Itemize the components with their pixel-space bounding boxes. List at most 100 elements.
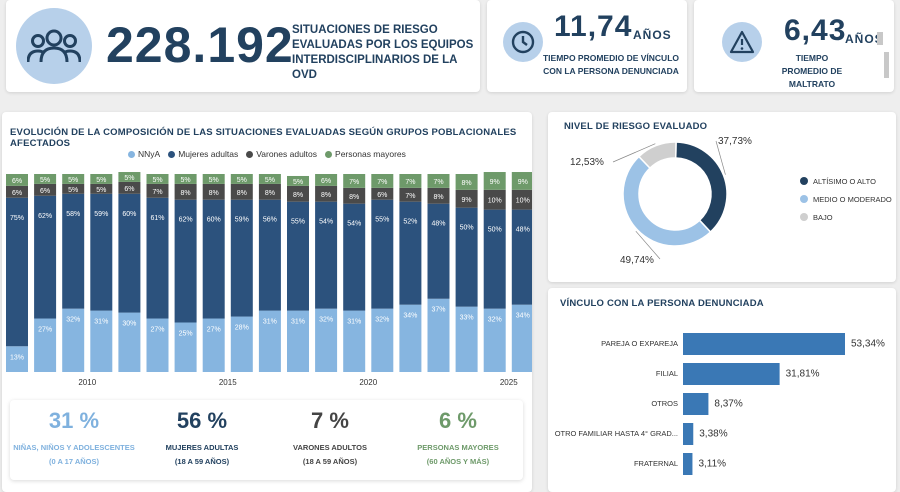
bar-data-label: 5% <box>96 177 106 184</box>
bar-data-label: 7% <box>405 193 415 200</box>
bar-data-label: 30% <box>122 321 136 328</box>
bar-data-label: 60% <box>122 211 136 218</box>
bar-segment <box>511 304 532 372</box>
bar-segment <box>427 187 450 204</box>
bar-data-label: 62% <box>179 217 193 224</box>
donut-slice <box>622 155 712 247</box>
vinculo-bar <box>683 393 709 415</box>
bar-segment <box>34 318 57 372</box>
bar-segment <box>174 174 197 184</box>
bar-data-label: 8% <box>433 194 443 201</box>
bar-data-label: 48% <box>431 221 445 228</box>
bar-segment <box>90 183 113 194</box>
bar-data-label: 7% <box>405 179 415 186</box>
legend-item-nnya: NNyA <box>128 149 160 159</box>
bar-data-label: 5% <box>68 187 78 194</box>
risk-title: NIVEL DE RIESGO EVALUADO <box>564 121 708 132</box>
bar-segment <box>258 199 281 311</box>
bar-data-label: 25% <box>179 331 193 338</box>
bar-segment <box>511 189 532 210</box>
legend-swatch <box>128 150 135 158</box>
bar-segment <box>258 174 281 184</box>
bar-segment <box>118 172 141 182</box>
bar-data-label: 5% <box>209 177 219 184</box>
bar-segment <box>230 199 253 317</box>
donut-leader-line <box>715 140 726 175</box>
bar-data-label: 59% <box>235 217 249 224</box>
bar-data-label: 32% <box>375 317 389 324</box>
bar-data-label: 31% <box>263 319 277 326</box>
summary-mujeres-sub: (18 A 59 AÑOS) <box>174 457 230 466</box>
bar-data-label: 6% <box>40 188 50 195</box>
bar-data-label: 61% <box>150 215 164 222</box>
bar-data-label: 32% <box>66 317 80 324</box>
bar-data-label: 8% <box>181 190 191 197</box>
bar-segment <box>455 189 478 208</box>
legend-item-varones: Varones adultos <box>246 149 317 159</box>
bar-data-label: 5% <box>181 177 191 184</box>
bar-data-label: 5% <box>293 179 303 186</box>
bar-segment <box>287 185 309 202</box>
summary-strip: 31 % NIÑAS, NIÑOS Y ADOLESCENTES (0 A 17… <box>10 400 523 480</box>
bar-segment <box>315 201 338 309</box>
bar-data-label: 27% <box>38 327 52 334</box>
bar-segment <box>34 174 57 184</box>
bar-data-label: 31% <box>291 319 305 326</box>
bar-data-label: 58% <box>66 211 80 218</box>
bar-data-label: 9% <box>490 179 500 186</box>
bar-segment <box>6 197 28 347</box>
kpi-situaciones-card: 228.192 SITUACIONES DE RIESGO EVALUADAS … <box>6 0 480 92</box>
summary-mujeres: 56 % MUJERES ADULTAS (18 A 59 AÑOS) <box>138 408 266 468</box>
bar-data-label: 48% <box>516 227 530 234</box>
category-label: OTRO FAMILIAR HASTA 4° GRAD... <box>555 429 678 438</box>
bar-data-label: 8% <box>349 194 359 201</box>
bar-value-label: 8,37% <box>714 399 742 410</box>
bar-data-label: 9% <box>518 179 528 186</box>
bar-segment <box>230 174 253 184</box>
summary-mayores-sub: (60 AÑOS Y MÁS) <box>426 457 490 466</box>
legend-label: BAJO <box>813 213 833 222</box>
bar-data-label: 5% <box>265 177 275 184</box>
kpi-situaciones-desc: SITUACIONES DE RIESGO EVALUADAS POR LOS … <box>292 24 474 81</box>
bar-data-label: 27% <box>207 327 221 334</box>
bar-segment <box>427 203 450 299</box>
scroll-indicator-2 <box>884 52 889 78</box>
bar-data-label: 5% <box>237 177 247 184</box>
bar-data-label: 32% <box>488 317 502 324</box>
bar-segment <box>315 308 338 372</box>
bar-segment <box>146 174 169 184</box>
vinculo-bar <box>683 363 780 385</box>
x-tick-label: 2010 <box>78 378 96 387</box>
category-label: FRATERNAL <box>634 459 678 468</box>
bar-data-label: 31% <box>347 319 361 326</box>
kpi-vinculo-unit: AÑOS <box>633 28 672 42</box>
bar-value-label: 3,11% <box>698 459 726 470</box>
bar-segment <box>483 172 506 190</box>
bar-data-label: 6% <box>12 178 22 185</box>
x-tick-label: 2015 <box>219 378 237 387</box>
summary-mayores-pct: 6 % <box>439 408 477 433</box>
bar-segment <box>483 189 506 210</box>
bar-segment <box>202 174 225 184</box>
legend-swatch <box>246 150 254 158</box>
bar-data-label: 55% <box>291 219 305 226</box>
legend-swatch <box>168 150 176 158</box>
summary-mayores: 6 % PERSONAS MAYORES (60 AÑOS Y MÁS) <box>394 408 522 468</box>
donut-data-label: 37,73% <box>718 136 752 147</box>
bar-value-label: 31,81% <box>786 369 820 380</box>
bar-segment <box>6 346 28 372</box>
clock-icon <box>503 22 543 62</box>
category-label: PAREJA O EXPAREJA <box>601 339 678 348</box>
bar-segment <box>146 183 169 198</box>
bar-segment <box>287 201 309 311</box>
bar-segment <box>427 174 450 188</box>
bar-segment <box>511 172 532 190</box>
donut-leader-line <box>635 230 661 260</box>
legend-swatch <box>800 177 808 185</box>
bar-data-label: 6% <box>377 192 387 199</box>
bar-data-label: 55% <box>375 217 389 224</box>
bar-segment <box>315 174 338 186</box>
summary-varones-pct: 7 % <box>311 408 349 433</box>
summary-varones-sub: (18 A 59 AÑOS) <box>302 457 358 466</box>
bar-data-label: 62% <box>38 213 52 220</box>
